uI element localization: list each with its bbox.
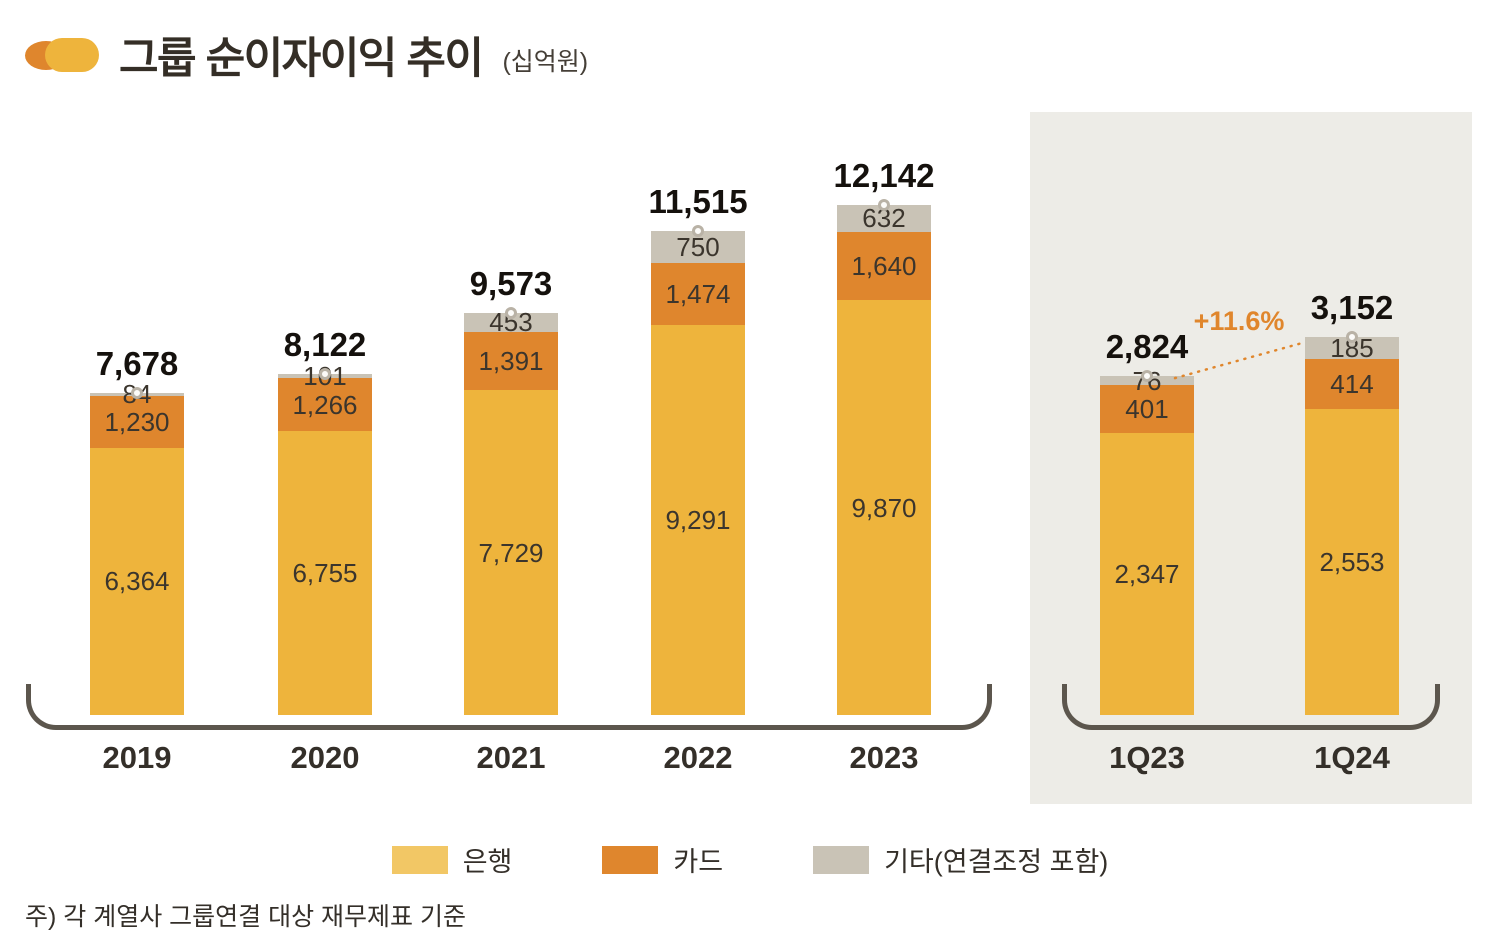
total-label: 8,122 bbox=[283, 325, 367, 363]
segment-value-label: 9,870 bbox=[851, 492, 917, 523]
segment-value-label: 2,347 bbox=[1114, 559, 1180, 590]
bar-top-marker-icon bbox=[692, 225, 704, 238]
segment-card: 1,640 bbox=[837, 231, 931, 301]
segment-value-label: 6,364 bbox=[104, 566, 170, 597]
segment-bank: 9,870 bbox=[837, 300, 931, 715]
segment-value-label: 9,291 bbox=[665, 504, 731, 535]
segment-value-label: 1,640 bbox=[851, 251, 917, 281]
bar-2021: 453 1,391 7,729 bbox=[464, 309, 558, 715]
axis-bracket-quarterly bbox=[1062, 684, 1440, 730]
bar-1Q24: 185 414 2,553 bbox=[1305, 335, 1399, 715]
segment-card: 401 bbox=[1100, 385, 1194, 434]
total-label: 11,515 bbox=[648, 183, 748, 221]
header: 그룹 순이자이익 추이 (십억원) bbox=[25, 24, 588, 86]
total-label: 7,678 bbox=[95, 344, 179, 382]
footnote: 주) 각 계열사 그룹연결 대상 재무제표 기준 bbox=[25, 903, 467, 931]
page-title: 그룹 순이자이익 추이 bbox=[119, 35, 484, 83]
segment-card: 1,266 bbox=[278, 378, 372, 432]
legend-item-others: 기타(연결조정 포함) bbox=[813, 840, 1108, 879]
segment-bank: 6,755 bbox=[278, 431, 372, 715]
segment-value-label: 6,755 bbox=[292, 558, 358, 589]
total-label: 12,142 bbox=[833, 157, 935, 195]
segment-bank: 2,553 bbox=[1305, 408, 1399, 715]
total-label: 3,152 bbox=[1310, 288, 1394, 326]
title-pill-icon bbox=[25, 38, 99, 72]
segment-value-label: 1,230 bbox=[104, 406, 170, 437]
segment-value-label: 401 bbox=[1125, 394, 1169, 425]
legend-label-others: 기타(연결조정 포함) bbox=[884, 847, 1109, 877]
bar-top-marker-icon bbox=[1346, 330, 1358, 343]
segment-others: 750 bbox=[651, 231, 745, 263]
bar-1Q23: 764012,347 bbox=[1100, 368, 1194, 715]
x-axis-label: 2019 bbox=[102, 740, 172, 775]
legend-item-card: 카드 bbox=[602, 840, 723, 879]
segment-bank: 2,347 bbox=[1100, 433, 1194, 715]
segment-value-label: 2,553 bbox=[1319, 546, 1385, 577]
legend-item-bank: 은행 bbox=[391, 840, 513, 879]
bar-top-marker-icon bbox=[319, 367, 331, 380]
legend-swatch-bank-icon bbox=[391, 845, 448, 874]
segment-bank: 9,291 bbox=[651, 324, 745, 715]
x-axis-label: 2021 bbox=[476, 740, 546, 775]
bar-top-marker-icon bbox=[1141, 370, 1153, 383]
segment-value-label: 750 bbox=[676, 232, 720, 263]
segment-card: 414 bbox=[1305, 358, 1399, 409]
legend-label-card: 카드 bbox=[673, 847, 724, 877]
x-axis-label: 2020 bbox=[290, 740, 360, 775]
segment-bank: 7,729 bbox=[464, 390, 558, 715]
bar-2022: 750 1,474 9,291 bbox=[651, 231, 745, 715]
bar-top-marker-icon bbox=[505, 306, 517, 319]
x-axis-label: 1Q24 bbox=[1314, 740, 1390, 775]
axis-bracket-annual bbox=[26, 684, 992, 730]
segment-value-label: 1,474 bbox=[665, 278, 731, 309]
segment-card: 1,474 bbox=[651, 262, 745, 325]
segment-bank: 6,364 bbox=[90, 447, 184, 715]
segment-value-label: 1,266 bbox=[292, 389, 358, 420]
segment-value-label: 1,391 bbox=[478, 346, 544, 377]
legend-label-bank: 은행 bbox=[462, 847, 513, 877]
total-label: 9,573 bbox=[469, 264, 553, 302]
segment-card: 1,391 bbox=[464, 331, 558, 391]
x-axis-label: 1Q23 bbox=[1109, 740, 1185, 775]
x-axis-label: 2023 bbox=[849, 740, 919, 775]
segment-card: 1,230 bbox=[90, 396, 184, 448]
growth-annotation: +11.6% bbox=[1193, 305, 1285, 336]
legend: 은행 카드 기타(연결조정 포함) bbox=[0, 840, 1500, 879]
bar-2023: 632 1,640 9,870 bbox=[837, 205, 931, 715]
segment-value-label: 414 bbox=[1330, 368, 1374, 399]
legend-swatch-others-icon bbox=[813, 845, 870, 874]
segment-value-label: 7,729 bbox=[478, 537, 544, 568]
x-axis-label: 2022 bbox=[663, 740, 733, 775]
legend-swatch-card-icon bbox=[602, 845, 659, 874]
bar-top-marker-icon bbox=[131, 386, 143, 399]
pill-yellow-shape bbox=[45, 38, 99, 72]
unit-label: (십억원) bbox=[502, 48, 589, 76]
bar-top-marker-icon bbox=[878, 199, 890, 212]
